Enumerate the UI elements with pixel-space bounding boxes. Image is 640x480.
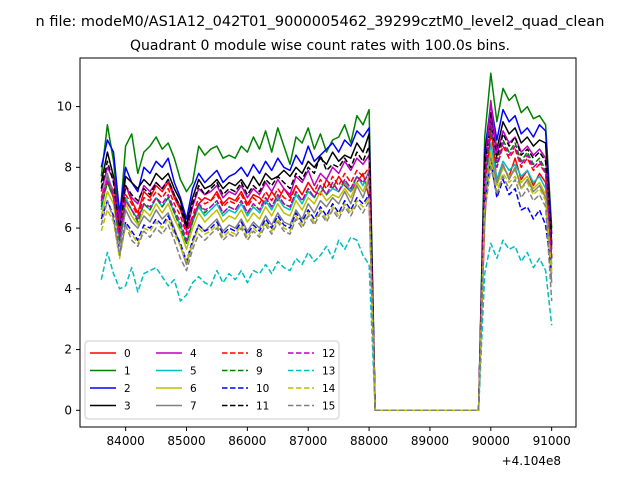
legend-label-10: 10 [256, 383, 269, 395]
y-tick-label: 4 [64, 282, 72, 296]
legend-label-5: 5 [190, 366, 197, 378]
x-tick-label: 89000 [411, 434, 449, 448]
x-tick-label: 84000 [107, 434, 145, 448]
legend-label-8: 8 [256, 348, 263, 360]
x-tick-label: 88000 [350, 434, 388, 448]
legend-label-3: 3 [124, 401, 131, 413]
series-group [100, 72, 553, 412]
x-tick-label: 85000 [167, 434, 205, 448]
x-tick-label: 90000 [472, 434, 510, 448]
axes-frame [79, 57, 577, 428]
y-tick-label: 8 [64, 160, 72, 174]
legend-box [84, 340, 340, 420]
legend-label-15: 15 [322, 401, 335, 413]
legend-label-2: 2 [124, 383, 131, 395]
legend-label-6: 6 [190, 383, 197, 395]
legend-label-12: 12 [322, 348, 335, 360]
plot-area [100, 72, 553, 412]
legend-label-11: 11 [256, 401, 269, 413]
x-offset-text: +4.104e8 [502, 454, 561, 468]
chart-title: Quadrant 0 module wise count rates with … [130, 38, 510, 54]
y-tick-label: 10 [57, 100, 72, 114]
series-line-13 [100, 236, 553, 412]
legend-label-4: 4 [190, 348, 197, 360]
legend-label-9: 9 [256, 366, 263, 378]
y-tick-label: 2 [64, 343, 72, 357]
legend-label-13: 13 [322, 366, 335, 378]
legend-label-1: 1 [124, 366, 131, 378]
axes: 84000 85000 86000 87000 88000 89000 90000 91000… [57, 57, 577, 448]
x-tick-label: 91000 [533, 434, 571, 448]
figure-suptitle: n file: modeM0/AS1A12_042T01_9000005462_… [36, 14, 605, 30]
legend-label-7: 7 [190, 401, 197, 413]
series-line-14 [100, 160, 553, 412]
y-tick-label: 6 [64, 221, 72, 235]
legend-label-0: 0 [124, 348, 131, 360]
x-tick-label: 87000 [289, 434, 327, 448]
legend-label-14: 14 [322, 383, 336, 395]
x-tick-label: 86000 [228, 434, 266, 448]
y-tick-label: 0 [64, 403, 72, 417]
